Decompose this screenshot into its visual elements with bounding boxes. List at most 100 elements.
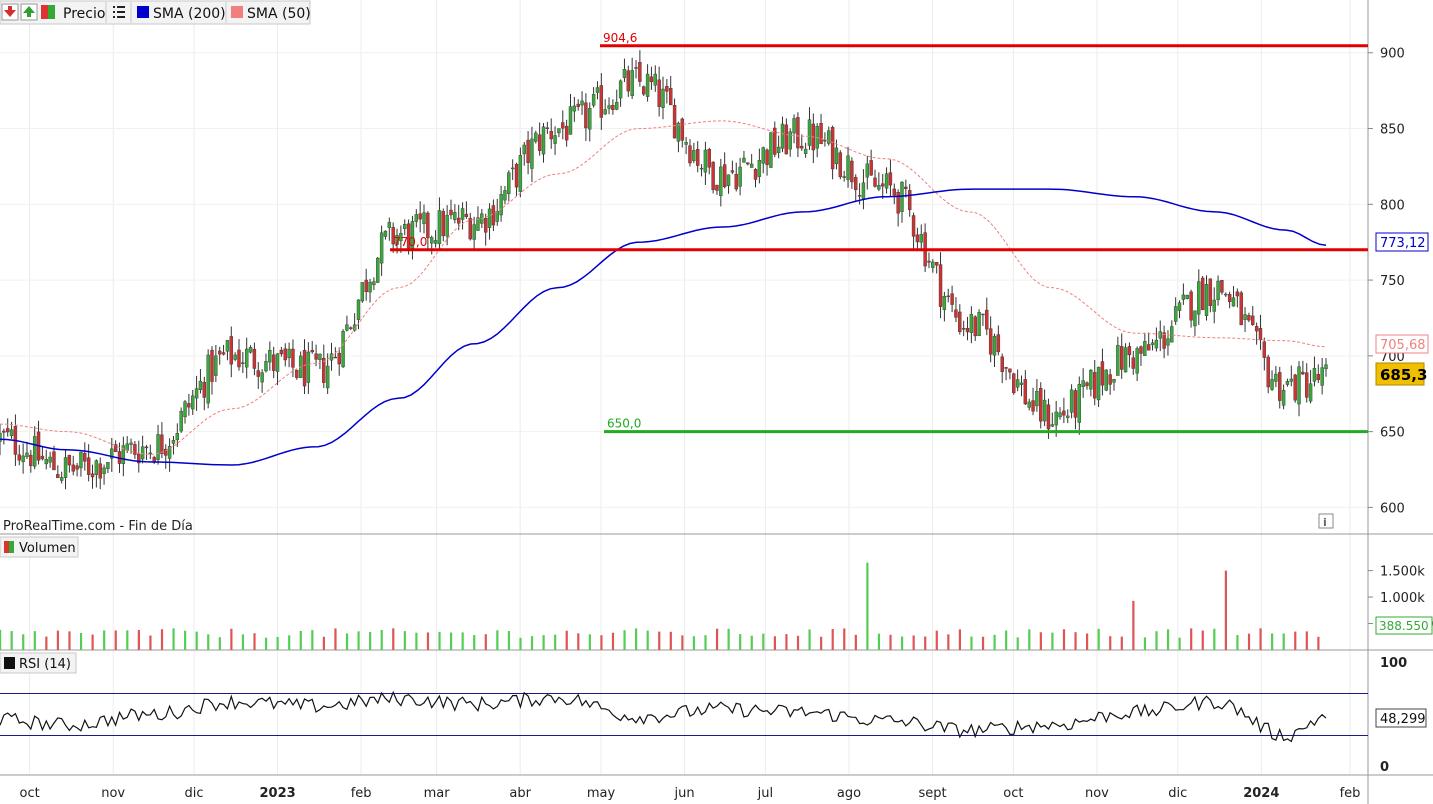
indicator-list-button[interactable] [113, 6, 125, 18]
candle [191, 389, 195, 415]
candle [730, 160, 735, 175]
candle [803, 142, 808, 158]
candle [615, 89, 619, 111]
candle [264, 353, 268, 373]
candle [1316, 364, 1320, 384]
volume-bar [820, 636, 823, 650]
volume-bar [288, 635, 291, 650]
volume-bar [218, 637, 221, 650]
horizontal-gridlines [0, 52, 1368, 508]
candle [32, 426, 37, 470]
candle [483, 213, 488, 246]
price-tick-label: 800 [1380, 198, 1405, 213]
candle [884, 167, 889, 194]
volume-bar [1247, 633, 1251, 650]
rsi-title: RSI (14) [19, 657, 71, 672]
volume-bar [10, 631, 13, 650]
price-tick-label: 750 [1380, 274, 1405, 289]
candle [464, 201, 469, 219]
candle [599, 73, 604, 130]
candle [256, 362, 260, 389]
candle [827, 126, 831, 146]
candle [1170, 320, 1174, 343]
candle [110, 437, 114, 472]
volume-bar [230, 628, 233, 650]
candle [441, 208, 445, 242]
zoom-in-button[interactable] [20, 3, 38, 21]
candle [1131, 350, 1135, 375]
candle [445, 205, 449, 246]
candle [1193, 310, 1197, 336]
candle [576, 99, 580, 111]
candle [676, 121, 681, 153]
x-axis-labels: oct nov dic 2023 feb mar abr may jun jul ago sept oc… [20, 786, 1361, 801]
volume-bar [924, 636, 927, 650]
sma200-label: SMA (200) [153, 6, 226, 22]
volume-bar [739, 634, 742, 650]
current-price-tag: 685,3 [1375, 362, 1427, 386]
candle [1077, 376, 1082, 435]
candle [757, 148, 762, 184]
sma200-toggle[interactable]: SMA (200) [137, 6, 226, 22]
candle [437, 197, 442, 250]
volume-bar [1236, 635, 1239, 650]
volume-bar [554, 634, 557, 650]
volume-bar [727, 628, 730, 650]
volume-bar [993, 634, 996, 650]
candle [526, 131, 530, 175]
candle [90, 464, 95, 489]
candle [430, 235, 434, 255]
price-tick-label: 850 [1380, 123, 1405, 138]
candle [672, 98, 677, 139]
arrow-up-icon [23, 6, 35, 17]
candle [306, 342, 311, 394]
candle [44, 449, 48, 470]
candle [252, 342, 257, 376]
rsi-legend[interactable]: RSI (14) [0, 652, 77, 674]
sma50-toggle[interactable]: SMA (50) [231, 6, 311, 22]
volume-bar [658, 631, 661, 650]
candle [202, 376, 206, 411]
candle [1224, 292, 1228, 297]
price-label: Precio [63, 6, 105, 22]
candle [1258, 314, 1263, 350]
candle [688, 139, 692, 167]
candle [557, 128, 561, 138]
candle [518, 147, 523, 198]
candle [888, 159, 893, 197]
candle [1050, 412, 1055, 428]
x-tick-label: nov [1085, 786, 1109, 801]
candle [534, 130, 538, 144]
zoom-out-button[interactable] [1, 3, 19, 21]
candle [618, 79, 623, 107]
volume-bar [1155, 631, 1158, 650]
candle [514, 162, 519, 197]
info-button[interactable]: i [1318, 513, 1334, 529]
candle [21, 443, 25, 474]
candle [588, 102, 592, 142]
candle [495, 198, 499, 226]
volume-bar [900, 636, 904, 650]
candle [75, 463, 79, 477]
volume-legend[interactable]: Volumen [0, 536, 79, 558]
candle [927, 252, 931, 269]
volume-bar [369, 632, 372, 650]
candle [225, 339, 230, 361]
price-series-toggle[interactable]: Precio [41, 5, 105, 22]
level-label: 650,0 [607, 417, 641, 431]
candle [1231, 286, 1236, 307]
candle [1297, 361, 1301, 417]
candle [214, 345, 218, 382]
candle [144, 445, 149, 460]
volume-color-icon [4, 541, 9, 553]
candle [148, 444, 153, 460]
volume-bar [1143, 637, 1147, 650]
candle [834, 139, 839, 170]
volume-bar [426, 632, 430, 650]
candle [175, 423, 180, 448]
candle [738, 157, 742, 196]
candle [248, 345, 253, 354]
candle [915, 227, 920, 252]
candle [1081, 368, 1085, 398]
candle [1143, 332, 1147, 356]
